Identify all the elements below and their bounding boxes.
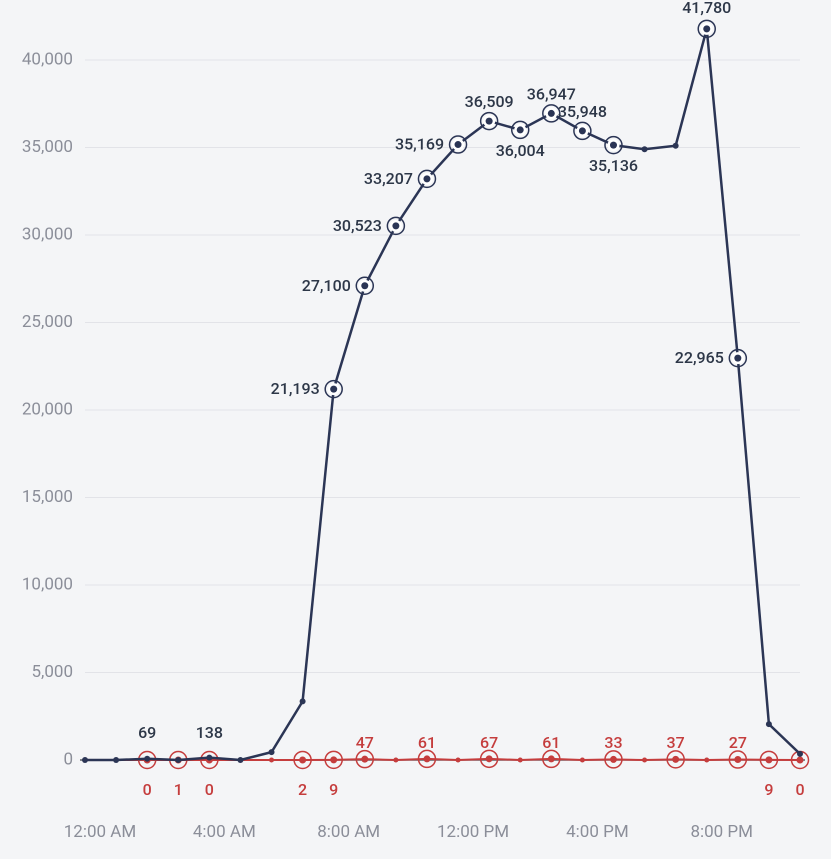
blue-marker-dot: [330, 386, 337, 393]
x-tick-label: 4:00 PM: [566, 822, 629, 842]
y-tick-label: 30,000: [22, 224, 73, 244]
red-data-label: 67: [480, 733, 498, 752]
blue-marker-dot: [486, 118, 493, 125]
red-marker-dot: [269, 758, 274, 763]
red-data-label: 61: [418, 733, 436, 752]
blue-data-label: 30,523: [333, 216, 382, 235]
y-tick-label: 35,000: [22, 137, 73, 157]
blue-marker-dot: [269, 749, 275, 755]
chart-canvas: 0 5,000 10,000 15,000 20,000 25,000 30,000 35,0…: [0, 0, 831, 859]
red-marker-dot: [610, 756, 617, 763]
blue-data-label: 33,207: [364, 169, 413, 188]
red-marker-dot: [456, 758, 461, 763]
blue-data-label: 27,100: [302, 276, 351, 295]
red-marker-dot: [704, 758, 709, 763]
red-marker-dot: [393, 758, 398, 763]
y-tick-label: 25,000: [22, 312, 73, 332]
red-marker-dot: [642, 758, 647, 763]
blue-marker-dot: [206, 755, 212, 761]
x-tick-label: 4:00 AM: [193, 822, 256, 842]
red-data-label: 0: [795, 780, 804, 799]
red-marker-dot: [548, 755, 555, 762]
blue-marker-dot: [300, 698, 306, 704]
blue-marker-dot: [642, 146, 648, 152]
red-data-label: 9: [329, 780, 338, 799]
blue-data-label: 21,193: [271, 379, 320, 398]
blue-marker-dot: [144, 756, 150, 762]
blue-marker-dot: [734, 355, 741, 362]
red-data-label: 0: [143, 780, 152, 799]
red-marker-dot: [330, 756, 337, 763]
red-data-label: 33: [604, 733, 622, 752]
red-marker-dot: [765, 756, 772, 763]
blue-data-label: 36,509: [465, 92, 514, 111]
blue-marker-dot: [82, 757, 88, 763]
blue-marker-dot: [423, 175, 430, 182]
red-data-label: 61: [542, 733, 560, 752]
blue-data-label: 36,947: [527, 84, 576, 103]
blue-marker-dot: [579, 127, 586, 134]
red-marker-dot: [734, 756, 741, 763]
blue-marker-dot: [673, 143, 679, 149]
x-tick-label: 8:00 AM: [317, 822, 380, 842]
blue-marker-dot: [797, 751, 803, 757]
hourly-line-chart: 0 5,000 10,000 15,000 20,000 25,000 30,000 35,0…: [0, 0, 831, 859]
blue-data-label: 138: [196, 723, 223, 742]
blue-data-label: 41,780: [682, 0, 731, 17]
red-data-label: 2: [298, 780, 307, 799]
red-marker-dot: [299, 756, 306, 763]
blue-marker-dot: [766, 721, 772, 727]
blue-marker-dot: [610, 142, 617, 149]
red-marker-dot: [423, 755, 430, 762]
y-tick-label: 10,000: [22, 574, 73, 594]
red-data-label: 37: [667, 733, 685, 752]
y-tick-label: 15,000: [22, 487, 73, 507]
blue-marker-dot: [392, 222, 399, 229]
blue-marker-dot: [237, 757, 243, 763]
blue-data-label: 22,965: [675, 348, 724, 367]
blue-marker-dot: [517, 126, 524, 133]
red-marker-dot: [580, 758, 585, 763]
red-marker-dot: [518, 758, 523, 763]
red-data-label: 1: [174, 780, 183, 799]
blue-marker-dot: [113, 757, 119, 763]
red-data-label: 47: [356, 733, 374, 752]
blue-marker-dot: [175, 757, 181, 763]
blue-data-label: 35,948: [558, 102, 607, 121]
x-tick-label: 12:00 AM: [64, 822, 136, 842]
red-data-label: 27: [729, 733, 747, 752]
y-tick-label: 20,000: [22, 399, 73, 419]
blue-marker-dot: [455, 141, 462, 148]
red-marker-dot: [486, 755, 493, 762]
red-data-label: 9: [764, 780, 773, 799]
y-tick-label: 5,000: [31, 662, 73, 682]
y-tick-label: 0: [63, 749, 73, 769]
x-tick-label: 8:00 PM: [690, 822, 753, 842]
x-tick-label: 12:00 PM: [437, 822, 509, 842]
blue-marker-dot: [548, 110, 555, 117]
red-marker-dot: [361, 756, 368, 763]
y-tick-label: 40,000: [22, 49, 73, 69]
blue-marker-dot: [361, 282, 368, 289]
red-data-label: 0: [205, 780, 214, 799]
red-marker-dot: [797, 757, 804, 764]
blue-marker-dot: [703, 25, 710, 32]
blue-data-label: 35,169: [395, 135, 444, 154]
blue-data-label: 36,004: [496, 141, 545, 160]
red-marker-dot: [672, 756, 679, 763]
blue-data-label: 35,136: [589, 156, 638, 175]
blue-data-label: 69: [138, 723, 156, 742]
